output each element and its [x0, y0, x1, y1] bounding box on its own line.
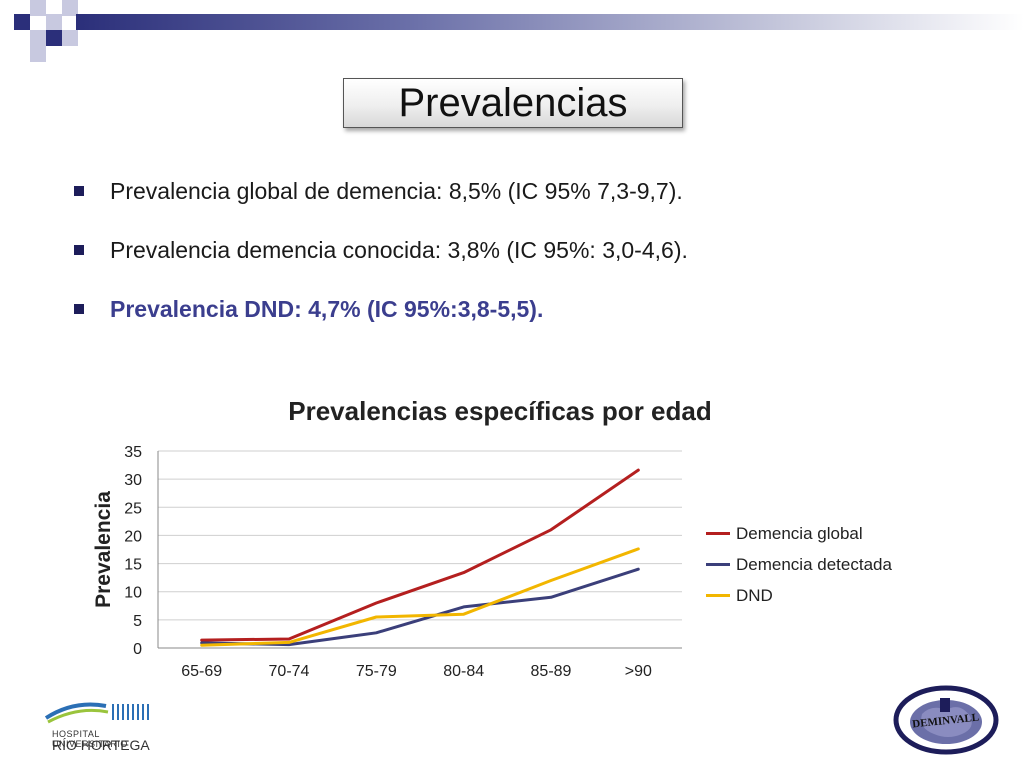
- deminvall-logo-mark: DEMINVALL: [893, 685, 999, 755]
- y-tick-label: 0: [133, 641, 142, 658]
- bullet-square-icon: [74, 304, 84, 314]
- corner-decoration: [0, 0, 100, 70]
- series-line-2: [200, 547, 640, 647]
- slide-title: Prevalencias: [343, 78, 683, 128]
- chart-title: Prevalencias específicas por edad: [288, 396, 712, 426]
- y-axis-title: Prevalencia: [92, 491, 115, 608]
- hospital-name-line2: RÍO HORTEGA: [52, 737, 150, 753]
- slide-title-text: Prevalencias: [398, 80, 628, 125]
- legend-label: DND: [736, 585, 773, 605]
- header-gradient-bar: [76, 14, 1024, 30]
- y-tick-label: 25: [124, 500, 142, 517]
- series-line-0: [200, 468, 640, 642]
- series-line-1: [200, 567, 640, 647]
- bullet-square-icon: [74, 186, 84, 196]
- bullet-item: Prevalencia global de demencia: 8,5% (IC…: [74, 176, 974, 206]
- x-tick-label: >90: [625, 663, 652, 680]
- y-tick-label: 30: [124, 472, 142, 489]
- x-tick-label: 75-79: [356, 663, 397, 680]
- chart-legend: Demencia global Demencia detectada DND: [706, 518, 892, 611]
- legend-item: Demencia global: [706, 518, 892, 549]
- x-tick-label: 70-74: [269, 663, 310, 680]
- legend-swatch: [706, 532, 730, 535]
- hospital-logo: HOSPITAL UNIVERSITARIO RÍO HORTEGA: [40, 696, 160, 756]
- bullet-text: Prevalencia demencia conocida: 3,8% (IC …: [110, 236, 688, 263]
- x-tick-label: 80-84: [443, 663, 484, 680]
- x-tick-label: 65-69: [181, 663, 222, 680]
- legend-item: Demencia detectada: [706, 549, 892, 580]
- hospital-name-line1: HOSPITAL UNIVERSITARIO: [52, 729, 128, 749]
- x-tick-label: 85-89: [531, 663, 572, 680]
- y-tick-label: 5: [133, 613, 142, 630]
- bullet-list: Prevalencia global de demencia: 8,5% (IC…: [74, 176, 974, 353]
- legend-swatch: [706, 563, 730, 566]
- y-tick-label: 35: [124, 444, 142, 461]
- bullet-item-highlighted: Prevalencia DND: 4,7% (IC 95%:3,8-5,5).: [74, 294, 974, 324]
- y-tick-label: 10: [124, 585, 142, 602]
- y-tick-label: 15: [124, 557, 142, 574]
- hospital-logo-mark: [44, 702, 149, 724]
- legend-item: DND: [706, 580, 892, 611]
- legend-swatch: [706, 594, 730, 597]
- bullet-item: Prevalencia demencia conocida: 3,8% (IC …: [74, 235, 974, 265]
- bullet-text: Prevalencia global de demencia: 8,5% (IC…: [110, 177, 683, 204]
- deminvall-logo: DEMINVALL: [892, 684, 1000, 756]
- legend-label: Demencia detectada: [736, 554, 892, 574]
- y-tick-label: 20: [124, 528, 142, 545]
- bullet-text: Prevalencia DND: 4,7% (IC 95%:3,8-5,5).: [110, 295, 544, 322]
- legend-label: Demencia global: [736, 523, 863, 543]
- bullet-square-icon: [74, 245, 84, 255]
